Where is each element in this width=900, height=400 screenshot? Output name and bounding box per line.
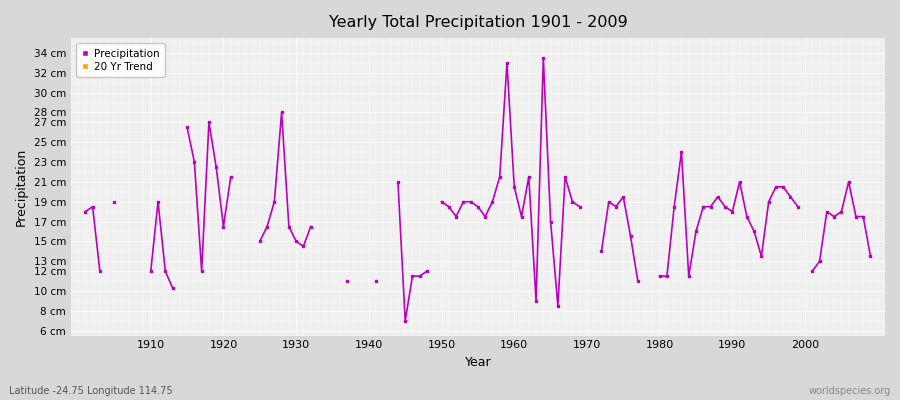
X-axis label: Year: Year [464,356,491,369]
Text: Latitude -24.75 Longitude 114.75: Latitude -24.75 Longitude 114.75 [9,386,173,396]
Title: Yearly Total Precipitation 1901 - 2009: Yearly Total Precipitation 1901 - 2009 [328,15,627,30]
Legend: Precipitation, 20 Yr Trend: Precipitation, 20 Yr Trend [76,43,165,77]
Text: worldspecies.org: worldspecies.org [809,386,891,396]
Y-axis label: Precipitation: Precipitation [15,148,28,226]
